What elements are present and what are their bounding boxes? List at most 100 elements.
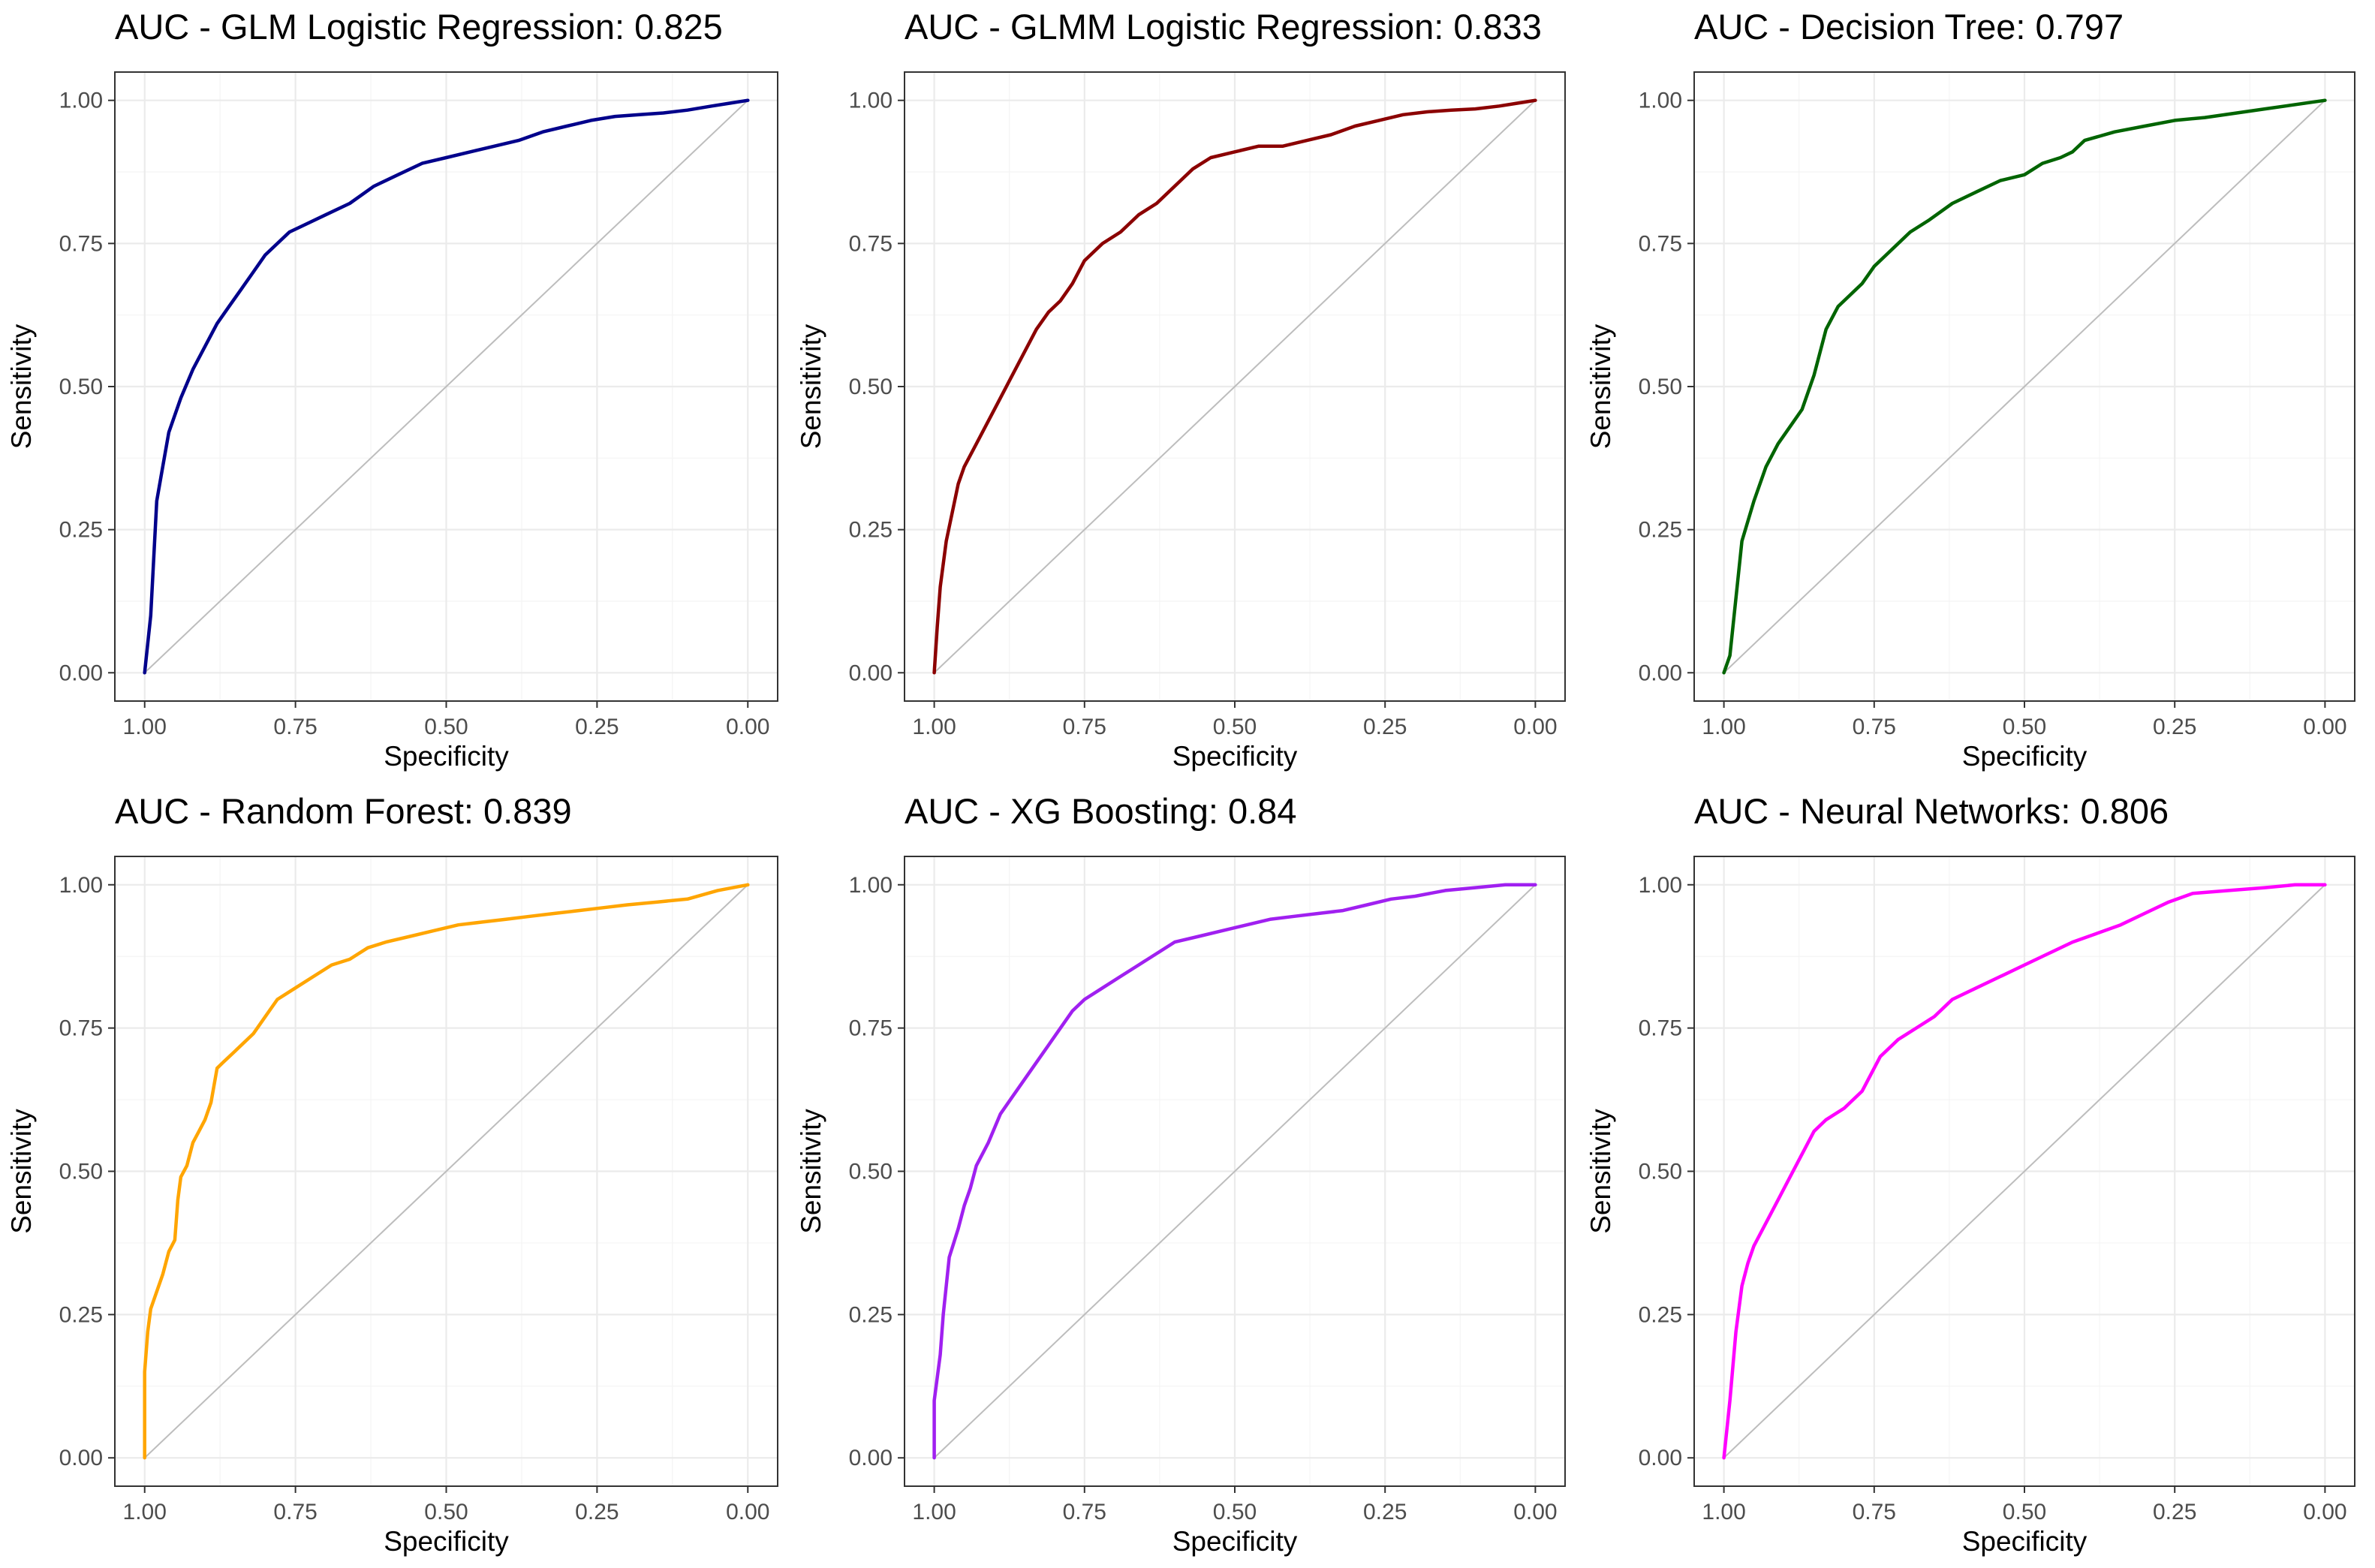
y-axis-label: Sensitivity	[1585, 1109, 1616, 1234]
panel-border	[1693, 71, 2355, 702]
y-tick-label: 0.75	[59, 1016, 103, 1041]
x-tick-label: 0.00	[1513, 715, 1557, 739]
x-tick-label: 0.75	[1063, 1500, 1106, 1524]
roc-panels: 1.00 0.75 0.50 0.25 0.00 0.00 0.25 0.50 0.75 1.00…	[6, 7, 2355, 1557]
roc-panel: 1.00 0.75 0.50 0.25 0.00 0.00 0.25 0.50 0.75 1.00…	[6, 791, 778, 1557]
x-axis-label: Specificity	[1172, 741, 1298, 772]
x-tick-label: 0.00	[2303, 1500, 2346, 1524]
y-tick-label: 0.50	[849, 375, 893, 399]
panel-border	[114, 856, 778, 1487]
y-tick-label: 0.75	[1639, 231, 1682, 256]
y-axis-label: Sensitivity	[6, 324, 37, 449]
roc-curve	[1722, 883, 2327, 1460]
x-axis-label: Specificity	[384, 1526, 509, 1557]
panel-border	[904, 71, 1566, 702]
y-tick-label: 1.00	[59, 89, 103, 113]
y-tick-label: 0.00	[59, 1446, 103, 1470]
y-axis-label: Sensitivity	[6, 1109, 37, 1234]
x-tick-label: 0.25	[1363, 715, 1407, 739]
panel-border	[1693, 856, 2355, 1487]
x-tick-label: 0.25	[2153, 715, 2196, 739]
y-tick-label: 0.00	[1639, 1446, 1682, 1470]
roc-panel: 1.00 0.75 0.50 0.25 0.00 0.00 0.25 0.50 0.75 1.00…	[1585, 7, 2355, 772]
panel-title: AUC - GLM Logistic Regression: 0.825	[115, 7, 723, 47]
x-tick-label: 0.50	[424, 715, 468, 739]
x-tick-label: 0.00	[2303, 715, 2346, 739]
chance-diagonal-line	[1723, 99, 2326, 674]
roc-curve	[143, 98, 750, 675]
y-tick-label: 0.25	[849, 1302, 893, 1327]
roc-curve	[143, 883, 750, 1460]
y-axis-label: Sensitivity	[796, 324, 826, 449]
roc-panel: 1.00 0.75 0.50 0.25 0.00 0.00 0.25 0.50 0.75 1.00…	[6, 7, 778, 772]
panel-title: AUC - Decision Tree: 0.797	[1694, 7, 2124, 47]
panel-title: AUC - GLMM Logistic Regression: 0.833	[905, 7, 1542, 47]
y-tick-label: 0.00	[849, 661, 893, 685]
x-tick-label: 0.00	[726, 715, 769, 739]
roc-panel: 1.00 0.75 0.50 0.25 0.00 0.00 0.25 0.50 0.75 1.00…	[1585, 791, 2355, 1557]
x-tick-label: 0.75	[1853, 1500, 1896, 1524]
y-tick-label: 0.25	[1639, 1302, 1682, 1327]
y-tick-label: 0.00	[849, 1446, 893, 1470]
roc-panel: 1.00 0.75 0.50 0.25 0.00 0.00 0.25 0.50 0.75 1.00…	[796, 791, 1566, 1557]
x-tick-label: 0.75	[273, 1500, 317, 1524]
x-tick-label: 0.25	[2153, 1500, 2196, 1524]
x-axis-label: Specificity	[384, 741, 509, 772]
y-tick-label: 0.50	[59, 375, 103, 399]
y-tick-label: 0.75	[1639, 1016, 1682, 1041]
y-tick-label: 0.50	[59, 1160, 103, 1184]
x-axis-label: Specificity	[1172, 1526, 1298, 1557]
panel-border	[114, 71, 778, 702]
chance-diagonal-line	[933, 99, 1537, 674]
x-tick-label: 0.75	[1063, 715, 1106, 739]
x-tick-label: 1.00	[123, 715, 167, 739]
x-tick-label: 0.50	[1213, 1500, 1257, 1524]
x-tick-label: 0.50	[2003, 1500, 2046, 1524]
x-tick-label: 0.25	[575, 1500, 619, 1524]
y-axis-label: Sensitivity	[796, 1109, 826, 1234]
x-tick-label: 0.50	[2003, 715, 2046, 739]
roc-curve	[932, 98, 1537, 675]
x-tick-label: 0.00	[1513, 1500, 1557, 1524]
x-tick-label: 1.00	[912, 1500, 956, 1524]
y-tick-label: 0.50	[849, 1160, 893, 1184]
panel-title: AUC - Random Forest: 0.839	[115, 791, 572, 831]
y-axis-label: Sensitivity	[1585, 324, 1616, 449]
y-tick-label: 0.25	[59, 518, 103, 543]
x-axis-label: Specificity	[1962, 1526, 2088, 1557]
x-tick-label: 0.00	[726, 1500, 769, 1524]
x-tick-label: 1.00	[1702, 715, 1745, 739]
y-tick-label: 0.75	[849, 231, 893, 256]
x-tick-label: 0.75	[1853, 715, 1896, 739]
roc-curve	[932, 883, 1537, 1460]
x-tick-label: 0.25	[1363, 1500, 1407, 1524]
y-tick-label: 0.75	[59, 231, 103, 256]
y-tick-label: 0.00	[59, 661, 103, 685]
y-tick-label: 0.25	[1639, 518, 1682, 543]
panel-title: AUC - XG Boosting: 0.84	[905, 791, 1296, 831]
x-axis-label: Specificity	[1962, 741, 2088, 772]
y-tick-label: 0.25	[59, 1302, 103, 1327]
y-tick-label: 0.00	[1639, 661, 1682, 685]
chance-diagonal-line	[933, 884, 1537, 1458]
roc-curve	[1722, 98, 2327, 675]
panel-border	[904, 856, 1566, 1487]
y-tick-label: 1.00	[1639, 873, 1682, 898]
chance-diagonal-line	[144, 99, 748, 674]
x-tick-label: 0.75	[273, 715, 317, 739]
x-tick-label: 1.00	[123, 1500, 167, 1524]
y-tick-label: 0.50	[1639, 375, 1682, 399]
y-tick-label: 1.00	[1639, 89, 1682, 113]
y-tick-label: 0.25	[849, 518, 893, 543]
y-tick-label: 0.75	[849, 1016, 893, 1041]
y-tick-label: 1.00	[59, 873, 103, 898]
y-tick-label: 0.50	[1639, 1160, 1682, 1184]
roc-panel: 1.00 0.75 0.50 0.25 0.00 0.00 0.25 0.50 0.75 1.00…	[796, 7, 1566, 772]
x-tick-label: 0.25	[575, 715, 619, 739]
y-tick-label: 1.00	[849, 873, 893, 898]
y-tick-label: 1.00	[849, 89, 893, 113]
x-tick-label: 0.50	[424, 1500, 468, 1524]
panel-title: AUC - Neural Networks: 0.806	[1694, 791, 2169, 831]
